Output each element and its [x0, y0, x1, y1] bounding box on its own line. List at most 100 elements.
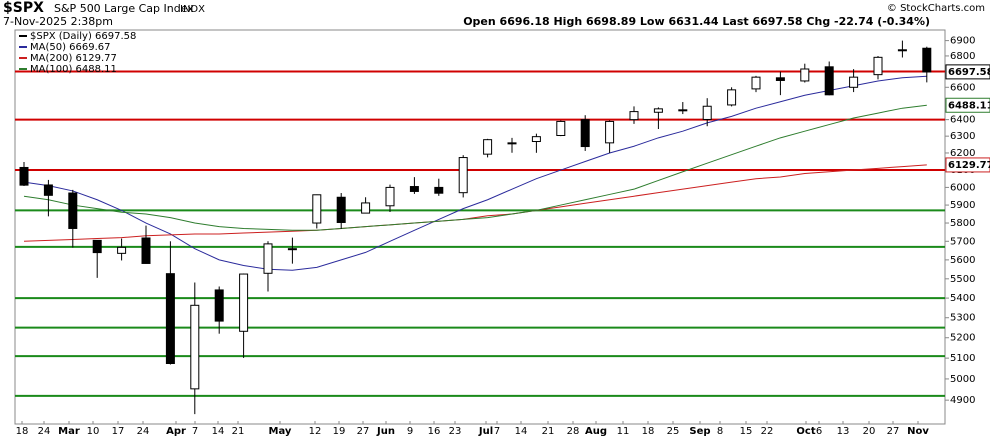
x-tick-label: 11	[617, 426, 630, 437]
legend-label: $SPX (Daily) 6697.58	[30, 31, 136, 42]
x-tick-label: 8	[717, 426, 723, 437]
exchange: INDX	[180, 4, 205, 15]
y-tick-label: 5200	[950, 333, 975, 344]
candle-body	[849, 76, 859, 88]
candle-body	[92, 239, 102, 254]
y-tick-label: 6300	[950, 131, 975, 142]
y-tick-label: 5700	[950, 236, 975, 247]
candle-body	[897, 49, 907, 52]
y-tick-label: 5900	[950, 200, 975, 211]
x-tick-label: Jul	[478, 426, 493, 437]
x-tick-label: 18	[642, 426, 655, 437]
candle-body	[190, 304, 200, 390]
y-tick-label: 6400	[950, 115, 975, 126]
x-tick-label: 9	[407, 426, 413, 437]
ma-line	[23, 104, 927, 231]
y-tick-label: 4900	[950, 395, 975, 406]
x-tick-label: 14	[515, 426, 528, 437]
price-flag-label: 6129.77	[948, 160, 990, 171]
y-tick-label: 5600	[950, 255, 975, 266]
candle-body	[702, 105, 712, 120]
candle-body	[556, 120, 566, 136]
security-name: S&P 500 Large Cap Index	[54, 2, 194, 15]
candle-body	[775, 77, 785, 81]
x-tick-label: Sep	[689, 426, 710, 437]
candle-body	[19, 166, 29, 186]
x-tick-label: 15	[740, 426, 753, 437]
x-tick-label: May	[269, 426, 292, 437]
candle-body	[605, 120, 615, 144]
price-flag-label: 6697.58	[948, 67, 990, 78]
price-flag	[945, 97, 990, 113]
candle-body	[434, 186, 444, 194]
y-tick-label: 5300	[950, 313, 975, 324]
x-tick-label: 23	[449, 426, 462, 437]
x-tick-label: Oct	[796, 426, 815, 437]
x-tick-label: 14	[212, 426, 225, 437]
x-tick-label: 17	[112, 426, 125, 437]
x-tick-label: 24	[137, 426, 150, 437]
x-tick-label: 25	[667, 426, 680, 437]
x-tick-label: 28	[567, 426, 580, 437]
x-tick-label: 7	[192, 426, 198, 437]
ma-line	[23, 75, 927, 271]
symbol: $SPX	[3, 0, 44, 16]
x-tick-label: Mar	[58, 426, 80, 437]
candle-body	[165, 273, 175, 364]
x-tick-label: 22	[761, 426, 774, 437]
price-flag	[945, 64, 990, 80]
candle-body	[922, 47, 932, 73]
x-tick-label: 20	[863, 426, 876, 437]
credit: © StockCharts.com	[887, 3, 985, 14]
candle-body	[385, 186, 395, 207]
candle-body	[239, 273, 249, 332]
candle-body	[312, 194, 322, 224]
x-tick-label: 6	[816, 426, 822, 437]
legend-label: MA(50) 6669.67	[30, 42, 111, 53]
candle-body	[727, 89, 737, 106]
date: 7-Nov-2025 2:38pm	[3, 15, 113, 28]
candle-body	[361, 202, 371, 214]
quote: Open 6696.18 High 6698.89 Low 6631.44 La…	[463, 15, 930, 28]
candle-body	[873, 56, 883, 76]
x-tick-label: 7	[494, 426, 500, 437]
x-tick-label: 13	[837, 426, 850, 437]
x-tick-label: 21	[542, 426, 555, 437]
x-tick-label: 21	[232, 426, 245, 437]
candle-body	[287, 248, 297, 251]
legend-label: MA(100) 6488.11	[30, 64, 117, 75]
legend-label: MA(200) 6129.77	[30, 53, 117, 64]
x-tick-label: Aug	[585, 426, 607, 437]
candle-body	[43, 184, 53, 196]
candle-body	[507, 142, 517, 145]
x-tick-label: 18	[16, 426, 29, 437]
candle-body	[678, 109, 688, 112]
ma-line	[23, 164, 927, 242]
y-tick-label: 5800	[950, 218, 975, 229]
y-tick-label: 6600	[950, 82, 975, 93]
candle-body	[263, 243, 273, 274]
x-tick-label: 16	[428, 426, 441, 437]
y-tick-label: 6900	[950, 36, 975, 47]
y-tick-label: 5000	[950, 374, 975, 385]
candle-body	[141, 237, 151, 264]
candle-body	[653, 108, 663, 113]
x-tick-label: 10	[87, 426, 100, 437]
x-tick-label: 27	[357, 426, 370, 437]
y-tick-label: 5100	[950, 353, 975, 364]
candle-body	[409, 186, 419, 192]
y-tick-label: 6800	[950, 51, 975, 62]
x-tick-label: Nov	[907, 426, 929, 437]
price-flag	[945, 157, 990, 173]
candle-body	[483, 139, 493, 155]
candle-body	[117, 246, 127, 254]
candle-body	[751, 76, 761, 90]
x-tick-label: Apr	[166, 426, 186, 437]
candle-body	[68, 192, 78, 229]
price-flag-label: 6488.11	[948, 100, 990, 111]
x-tick-label: 19	[333, 426, 346, 437]
x-tick-label: 27	[887, 426, 900, 437]
y-tick-label: 5500	[950, 274, 975, 285]
candle-body	[824, 66, 834, 96]
